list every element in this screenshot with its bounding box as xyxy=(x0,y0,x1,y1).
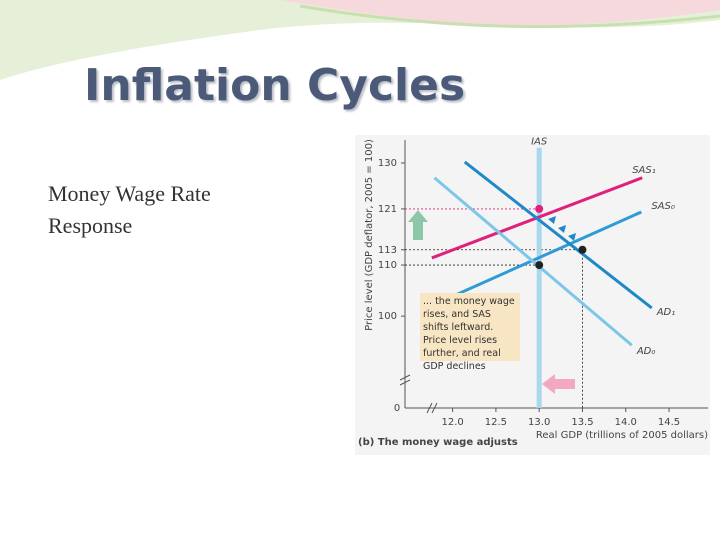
left-arrow xyxy=(542,374,575,394)
decor-line xyxy=(299,4,720,29)
x-tick-label: 14.5 xyxy=(658,417,680,428)
series-line xyxy=(433,176,633,347)
slide-title: Inflation Cycles xyxy=(84,60,466,111)
series-label: AD₀ xyxy=(636,346,656,357)
y-tick-label: 121 xyxy=(378,204,397,215)
equilibrium-point xyxy=(535,204,544,213)
up-arrow xyxy=(408,210,428,240)
shift-arrows xyxy=(548,216,576,241)
equilibrium-point xyxy=(535,261,544,270)
body-text: Money Wage Rate Response xyxy=(48,181,211,238)
x-axis-label: Real GDP (trillions of 2005 dollars) xyxy=(536,430,708,441)
figure-background xyxy=(355,135,710,455)
x-tick-label: 13.5 xyxy=(571,417,593,428)
y-tick-label: 100 xyxy=(378,311,397,322)
axis-break xyxy=(399,374,438,414)
equilibrium-point xyxy=(578,245,587,254)
series-label: IAS xyxy=(531,137,548,148)
x-tick-label: 14.0 xyxy=(615,417,637,428)
series-label: SAS₁ xyxy=(632,165,656,176)
x-tick-label: 13.0 xyxy=(528,417,550,428)
series-line xyxy=(463,160,653,310)
x-tick-label: 12.5 xyxy=(485,417,507,428)
plot: 0 100 110 113 121 130 12.0 12.5 13.0 13.5 14.0 14.5… xyxy=(358,137,708,448)
annotation: ... the money wage rises, and SAS shifts… xyxy=(420,293,520,372)
decor-swoosh xyxy=(280,0,720,26)
caption: (b) The money wage adjusts xyxy=(358,437,518,448)
series-label: SAS₀ xyxy=(651,201,675,212)
origin-label: 0 xyxy=(394,403,400,414)
y-axis-label: Price level (GDP deflator, 2005 = 100) xyxy=(364,139,375,331)
series-label: AD₁ xyxy=(656,307,676,318)
y-tick-label: 130 xyxy=(378,158,397,169)
y-tick-label: 110 xyxy=(378,260,397,271)
x-tick-label: 12.0 xyxy=(441,417,463,428)
y-tick-label: 113 xyxy=(378,245,397,256)
series-line xyxy=(440,210,642,303)
